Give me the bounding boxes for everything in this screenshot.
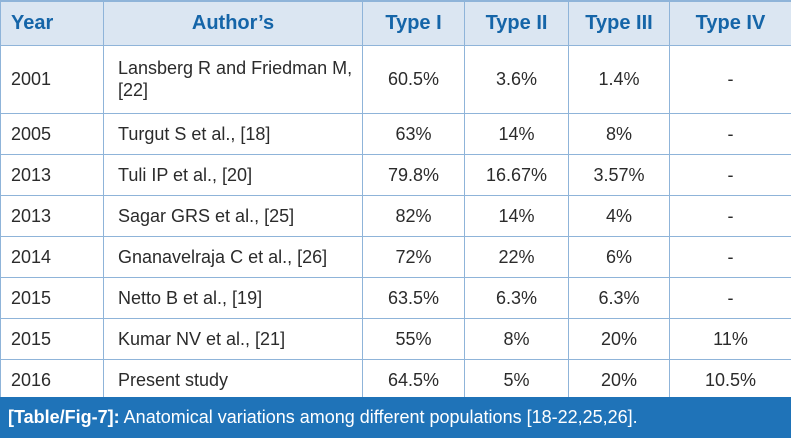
cell-type-3: 6.3% bbox=[568, 276, 670, 319]
cell-type-4: - bbox=[669, 194, 791, 237]
cell-type-4: - bbox=[669, 153, 791, 196]
cell-type-2: 8% bbox=[464, 317, 569, 360]
cell-type-2: 22% bbox=[464, 235, 569, 278]
table-row: 2013 Tuli IP et al., [20] 79.8% 16.67% 3… bbox=[0, 153, 791, 196]
cell-year: 2016 bbox=[0, 358, 104, 401]
cell-author: Tuli IP et al., [20] bbox=[103, 153, 363, 196]
cell-type-3: 3.57% bbox=[568, 153, 670, 196]
cell-type-1: 64.5% bbox=[362, 358, 465, 401]
cell-type-3: 4% bbox=[568, 194, 670, 237]
cell-author: Kumar NV et al., [21] bbox=[103, 317, 363, 360]
cell-type-4: - bbox=[669, 44, 791, 114]
cell-year: 2013 bbox=[0, 153, 104, 196]
cell-year: 2014 bbox=[0, 235, 104, 278]
caption-text: Anatomical variations among different po… bbox=[123, 407, 638, 427]
table-row: 2013 Sagar GRS et al., [25] 82% 14% 4% - bbox=[0, 194, 791, 237]
cell-type-1: 72% bbox=[362, 235, 465, 278]
cell-year: 2015 bbox=[0, 276, 104, 319]
caption-label: [Table/Fig-7]: bbox=[8, 407, 120, 427]
cell-type-2: 3.6% bbox=[464, 44, 569, 114]
cell-type-4: - bbox=[669, 276, 791, 319]
cell-type-4: - bbox=[669, 112, 791, 155]
cell-year: 2005 bbox=[0, 112, 104, 155]
cell-author: Turgut S et al., [18] bbox=[103, 112, 363, 155]
table-row: 2015 Kumar NV et al., [21] 55% 8% 20% 11… bbox=[0, 317, 791, 360]
cell-author: Gnanavelraja C et al., [26] bbox=[103, 235, 363, 278]
cell-year: 2015 bbox=[0, 317, 104, 360]
cell-type-3: 20% bbox=[568, 317, 670, 360]
data-table: Year Author’s Type I Type II Type III Ty… bbox=[0, 0, 791, 401]
table-row: 2005 Turgut S et al., [18] 63% 14% 8% - bbox=[0, 112, 791, 155]
cell-type-1: 79.8% bbox=[362, 153, 465, 196]
cell-type-1: 60.5% bbox=[362, 44, 465, 114]
table-header: Year Author’s Type I Type II Type III Ty… bbox=[0, 0, 791, 46]
cell-author: Lansberg R and Friedman M, [22] bbox=[103, 44, 363, 114]
cell-type-1: 82% bbox=[362, 194, 465, 237]
table-row: 2001 Lansberg R and Friedman M, [22] 60.… bbox=[0, 44, 791, 114]
cell-type-2: 6.3% bbox=[464, 276, 569, 319]
cell-type-3: 1.4% bbox=[568, 44, 670, 114]
header-type-1: Type I bbox=[362, 0, 465, 46]
cell-year: 2001 bbox=[0, 44, 104, 114]
cell-type-1: 55% bbox=[362, 317, 465, 360]
cell-type-4: - bbox=[669, 235, 791, 278]
table-row: 2014 Gnanavelraja C et al., [26] 72% 22%… bbox=[0, 235, 791, 278]
cell-type-1: 63.5% bbox=[362, 276, 465, 319]
table-body: 2001 Lansberg R and Friedman M, [22] 60.… bbox=[0, 44, 791, 401]
cell-type-2: 14% bbox=[464, 194, 569, 237]
header-row: Year Author’s Type I Type II Type III Ty… bbox=[0, 0, 791, 46]
header-type-2: Type II bbox=[464, 0, 569, 46]
cell-type-1: 63% bbox=[362, 112, 465, 155]
cell-type-3: 20% bbox=[568, 358, 670, 401]
table-row: 2016 Present study 64.5% 5% 20% 10.5% bbox=[0, 358, 791, 401]
cell-author: Present study bbox=[103, 358, 363, 401]
cell-author: Netto B et al., [19] bbox=[103, 276, 363, 319]
cell-type-4: 10.5% bbox=[669, 358, 791, 401]
cell-author: Sagar GRS et al., [25] bbox=[103, 194, 363, 237]
header-year: Year bbox=[0, 0, 104, 46]
table-row: 2015 Netto B et al., [19] 63.5% 6.3% 6.3… bbox=[0, 276, 791, 319]
header-author: Author’s bbox=[103, 0, 363, 46]
cell-type-2: 5% bbox=[464, 358, 569, 401]
cell-type-2: 16.67% bbox=[464, 153, 569, 196]
cell-year: 2013 bbox=[0, 194, 104, 237]
header-type-4: Type IV bbox=[669, 0, 791, 46]
cell-type-3: 6% bbox=[568, 235, 670, 278]
cell-type-3: 8% bbox=[568, 112, 670, 155]
cell-type-4: 11% bbox=[669, 317, 791, 360]
figure-caption: [Table/Fig-7]: Anatomical variations amo… bbox=[0, 397, 791, 438]
cell-type-2: 14% bbox=[464, 112, 569, 155]
header-type-3: Type III bbox=[568, 0, 670, 46]
